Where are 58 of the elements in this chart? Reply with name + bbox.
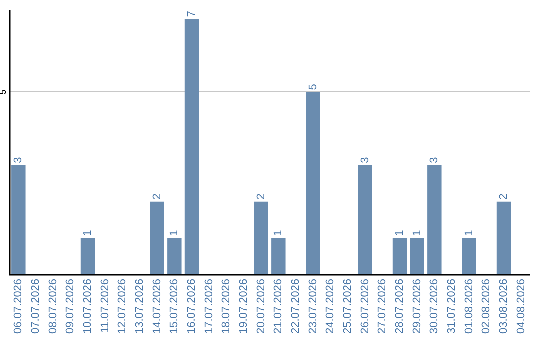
x-tick-label: 17.07.2026 [203,278,216,334]
x-tick-label: 28.07.2026 [394,278,406,334]
bar [462,238,476,275]
bar [358,165,372,275]
x-tick-label: 15.07.2026 [168,278,181,334]
bar [184,19,200,275]
bar [272,238,286,275]
bar [496,202,512,275]
x-tick-label: 04.08.2026 [515,278,528,334]
data-label: 1 [168,230,181,236]
x-tick-label: 27.07.2026 [376,278,389,334]
x-tick-label: 02.08.2026 [480,278,493,334]
x-tick-label: 12.07.2026 [116,278,129,334]
data-label: 2 [498,194,510,200]
bar [254,202,268,275]
data-label: 1 [82,230,94,236]
x-tick-label: 01.08.2026 [463,278,476,334]
x-tick-label: 06.07.2026 [12,278,25,334]
bar [168,238,182,275]
x-tick-label: 14.07.2026 [151,278,164,334]
data-label: 3 [359,157,372,164]
x-tick-label: 03.08.2026 [498,278,510,334]
data-label: 1 [411,230,424,236]
x-tick-label: 20.07.2026 [255,278,268,334]
bar [392,238,408,275]
data-label: 2 [255,194,268,200]
bar [306,92,320,275]
x-tick-label: 13.07.2026 [134,278,146,334]
bar [150,202,164,275]
data-label: 3 [12,157,25,164]
x-tick-label: 07.07.2026 [30,278,42,334]
data-label: 2 [151,194,164,200]
x-tick-label: 24.07.2026 [324,278,337,334]
x-tick-label: 10.07.2026 [82,278,94,334]
x-tick-label: 23.07.2026 [307,278,320,334]
x-tick-label: 09.07.2026 [64,278,77,334]
x-tick-label: 29.07.2026 [411,278,424,334]
bar [428,165,442,275]
x-tick-label: 31.07.2026 [446,278,458,334]
x-tick-label: 26.07.2026 [359,278,372,334]
x-tick-label: 25.07.2026 [342,278,354,334]
x-tick-label: 18.07.2026 [220,278,233,334]
x-tick-label: 08.07.2026 [47,278,60,334]
x-tick-label: 21.07.2026 [272,278,285,334]
x-tick-label: 11.07.2026 [99,278,112,334]
data-label: 5 [307,84,320,90]
data-label: 1 [394,230,406,236]
x-tick-label: 19.07.2026 [238,278,250,334]
data-label: 1 [463,230,476,236]
x-tick-label: 30.07.2026 [428,278,441,334]
x-tick-label: 16.07.2026 [186,278,198,334]
data-label: 1 [272,230,285,236]
bar [410,238,424,275]
data-label: 3 [428,157,441,164]
data-label: 7 [186,11,198,18]
bar [12,165,26,275]
x-tick-label: 22.07.2026 [290,278,302,334]
bar [80,238,96,275]
